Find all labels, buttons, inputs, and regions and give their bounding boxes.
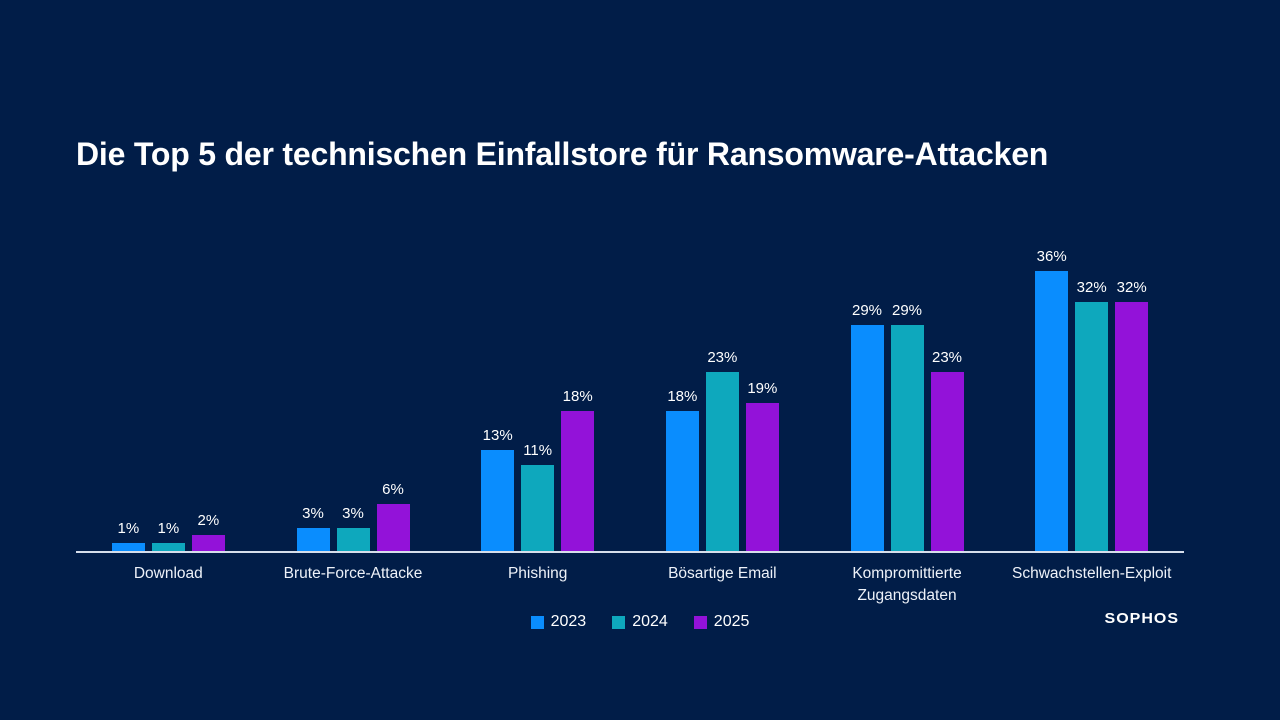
category-label: Bösartige Email (668, 565, 777, 582)
legend-item: 2025 (693, 613, 750, 631)
bar-slot: 2% (191, 512, 225, 551)
category-label: Phishing (507, 565, 568, 582)
bar-group: 18% 23% 19% (630, 240, 815, 551)
bar-2023 (850, 325, 884, 551)
legend: 2023 2024 2025 (0, 613, 1280, 631)
category-label: Kompromittierte Zugangsdaten (852, 565, 962, 604)
chart-title: Die Top 5 der technischen Einfallstore f… (76, 136, 1049, 172)
bar-2025 (191, 535, 225, 551)
bar-value-label: 23% (932, 349, 963, 367)
legend-label: 2025 (713, 613, 750, 630)
bar-value-label: 3% (342, 504, 364, 522)
bar-value-label: 1% (157, 520, 180, 538)
bar-value-label: 29% (892, 302, 923, 320)
bar-value-label: 23% (707, 349, 738, 367)
bar-group: 1% 1% 2% (76, 240, 261, 551)
bar-value-label: 32% (1116, 279, 1147, 297)
bar-group: 13% 11% 18% (445, 240, 630, 551)
bar-group: 36% 32% 32% (999, 240, 1184, 551)
bar-slot: 19% (745, 380, 779, 551)
bar-value-label: 32% (1076, 279, 1107, 297)
bar-2025 (1115, 302, 1149, 551)
bar-2025 (376, 504, 410, 551)
bar-group: 3% 3% 6% (261, 240, 446, 551)
bar-2024 (336, 527, 370, 551)
bar-value-label: 11% (523, 442, 553, 460)
bar-slot: 11% (521, 442, 555, 551)
bar-value-label: 29% (852, 302, 883, 320)
bar-2023 (665, 411, 699, 551)
bar-slot: 1% (151, 520, 185, 551)
legend-swatch-2025 (693, 615, 707, 629)
legend-swatch-2023 (530, 615, 544, 629)
bar-2024 (521, 465, 555, 551)
bar-value-label: 18% (562, 388, 593, 405)
bar-slot: 29% (850, 302, 884, 551)
bar-value-label: 2% (197, 512, 220, 530)
legend-label: 2024 (632, 613, 668, 630)
bar-slot: 3% (296, 504, 330, 551)
bar-2023 (1035, 271, 1069, 551)
bar-slot: 18% (561, 388, 595, 551)
bar-value-label: 36% (1036, 248, 1067, 265)
legend-item: 2024 (612, 613, 668, 631)
bar-2025 (561, 411, 595, 551)
category-labels: Download Brute-Force-Attacke Phishing Bösar… (76, 563, 1184, 606)
bar-slot: 13% (481, 426, 515, 551)
bar-2024 (151, 543, 185, 551)
bar-value-label: 6% (382, 481, 404, 499)
bar-2023 (296, 527, 330, 551)
bar-2024 (890, 325, 924, 551)
bar-slot: 32% (1075, 279, 1109, 551)
category-label: Schwachstellen-Exploit (1012, 565, 1172, 582)
bar-slot: 23% (930, 349, 964, 551)
bar-slot: 18% (665, 388, 699, 551)
bar-value-label: 19% (747, 380, 778, 398)
bar-value-label: 13% (482, 426, 513, 444)
legend-swatch-2024 (612, 615, 626, 629)
bar-slot: 6% (376, 481, 410, 551)
x-axis-line (76, 551, 1184, 553)
category-label: Brute-Force-Attacke (283, 565, 423, 582)
bar-slot: 29% (890, 302, 924, 551)
bar-slot: 36% (1035, 248, 1069, 551)
plot-area: 1% 1% 2% 3% 3% 6% 13% 11% 18% 18% 23% 19% 29% 29% 23% 3… (76, 240, 1184, 551)
bar-slot: 23% (705, 349, 739, 551)
bar-slot: 32% (1115, 279, 1149, 551)
legend-label: 2023 (550, 613, 587, 630)
bar-2023 (481, 449, 515, 551)
bar-2024 (705, 372, 739, 551)
bar-value-label: 18% (667, 388, 698, 405)
bar-group: 29% 29% 23% (815, 240, 1000, 551)
bar-value-label: 1% (117, 520, 140, 538)
bar-2024 (1075, 302, 1109, 551)
category-label: Download (133, 565, 203, 582)
bar-slot: 3% (336, 504, 370, 551)
bar-2025 (930, 372, 964, 551)
bar-value-label: 3% (302, 504, 324, 522)
sophos-logo: SOPHOS (1104, 610, 1179, 627)
legend-item: 2023 (530, 613, 587, 631)
bar-slot: 1% (111, 520, 145, 551)
bar-2023 (111, 543, 145, 551)
bar-2025 (745, 403, 779, 551)
